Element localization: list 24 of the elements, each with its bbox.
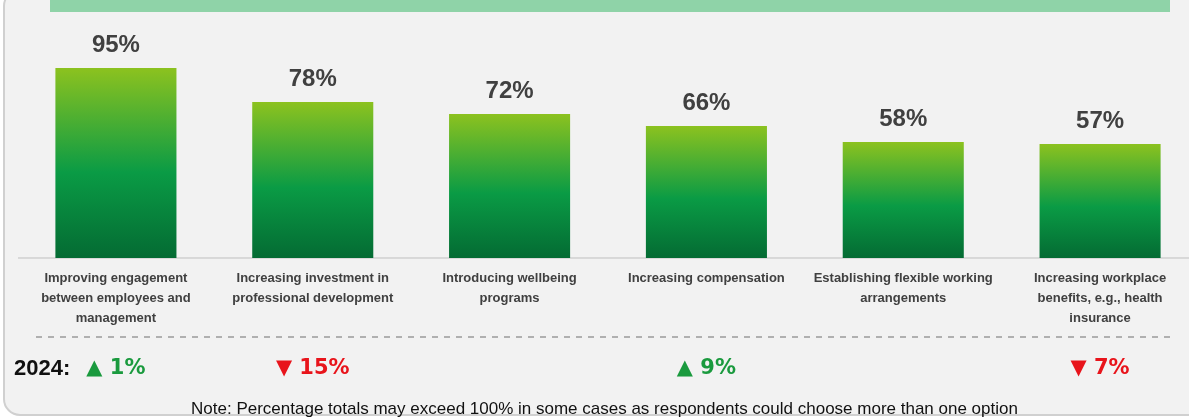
text: 2024:	[14, 355, 71, 380]
data-label: 78%	[288, 64, 337, 91]
x-tick-label: Introducing wellbeing programs	[442, 270, 577, 305]
x-tick-label: Improving engagement between employees and management	[41, 270, 191, 325]
bar	[252, 102, 374, 258]
text: ▲ 9%	[676, 355, 736, 379]
data-label: 72%	[485, 76, 534, 103]
data-label: 95%	[91, 30, 140, 57]
text: ▼ 7%	[1070, 355, 1130, 379]
x-tick-label: Increasing compensation	[628, 270, 785, 285]
text: ▼ 15%	[275, 355, 350, 379]
data-label: 66%	[682, 88, 731, 115]
x-tick-label: Increasing workplace benefits, e.g., health insurance	[1033, 270, 1167, 325]
bar	[645, 126, 767, 258]
bar	[449, 114, 571, 258]
data-label: 57%	[1076, 106, 1125, 133]
bar	[55, 68, 177, 258]
bar	[1039, 144, 1161, 258]
x-tick-label: Establishing flexible working arrangements	[813, 270, 993, 305]
text: Note: Percentage totals may exceed 100% in some cases as respondents could choose more than one option	[191, 399, 1018, 418]
text: ▲ 1%	[86, 355, 146, 379]
data-label: 58%	[879, 104, 928, 131]
bar	[842, 142, 964, 258]
x-tick-label: Increasing investment in professional development	[232, 270, 394, 305]
